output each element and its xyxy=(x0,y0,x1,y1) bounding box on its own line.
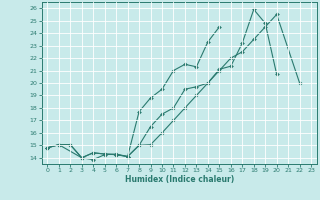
X-axis label: Humidex (Indice chaleur): Humidex (Indice chaleur) xyxy=(124,175,234,184)
